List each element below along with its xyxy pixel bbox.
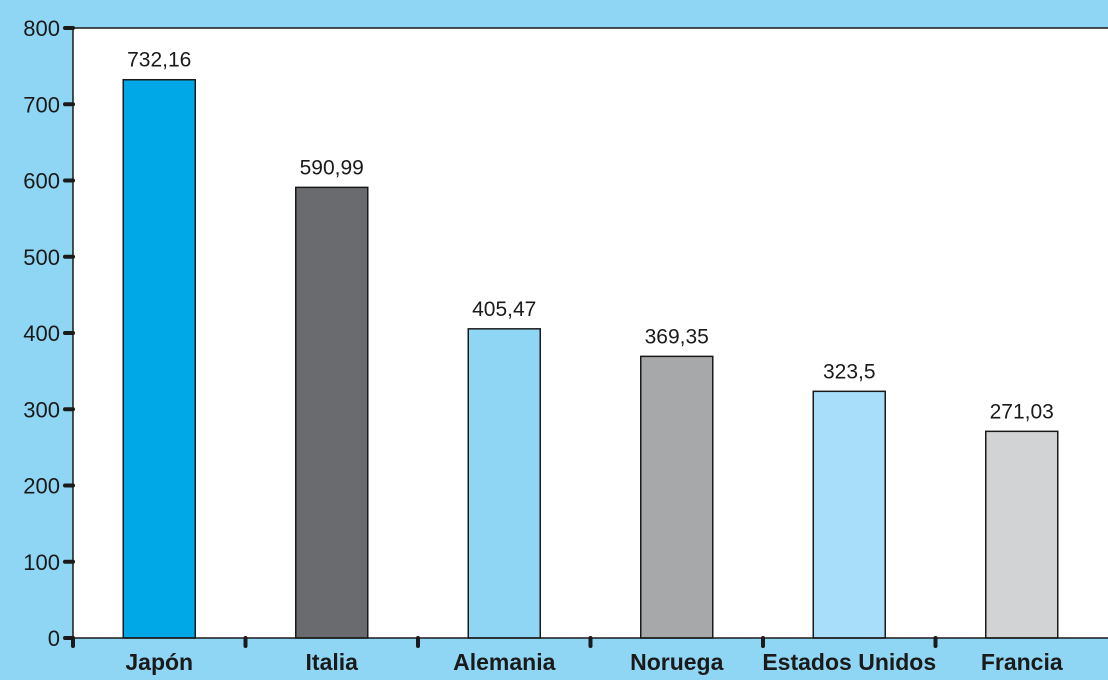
x-category-label: Estados Unidos [762,649,936,675]
x-category-label: Japón [125,649,193,675]
plot-area [73,28,1108,638]
bar-value-label: 405,47 [472,298,536,321]
x-category-label: Alemania [453,649,555,675]
bars [122,78,1059,639]
x-category-label: Italia [306,649,359,675]
y-tick-label: 300 [23,397,60,422]
bar [122,78,196,639]
x-axis-ticks [71,636,938,648]
bar-value-label: 590,99 [300,156,364,179]
bar-value-label: 271,03 [990,400,1054,423]
y-tick-label: 600 [23,169,60,194]
y-tick-label: 800 [23,16,60,41]
y-tick-label: 700 [23,92,60,117]
bar [295,186,369,639]
bar [985,430,1059,639]
y-tick-label: 0 [48,626,60,651]
x-category-label: Noruega [630,649,724,675]
value-labels: 732,16 590,99 405,47 369,35 323,5 271,03 [127,49,1054,424]
bar-value-label: 732,16 [127,49,191,72]
bar-value-label: 323,5 [823,360,876,383]
y-tick-label: 200 [23,474,60,499]
x-category-label: Francia [981,649,1063,675]
bar [640,355,714,639]
y-tick-label: 500 [23,245,60,270]
bar-value-label: 369,35 [645,325,709,348]
y-tick-label: 400 [23,321,60,346]
y-tick-label: 100 [23,550,60,575]
bar [467,328,541,639]
y-axis-ticks: 0 100 200 300 400 500 600 700 800 [23,16,75,651]
category-labels: Japón Italia Alemania Noruega Estados Unidos… [125,649,1062,675]
bar [812,390,886,639]
